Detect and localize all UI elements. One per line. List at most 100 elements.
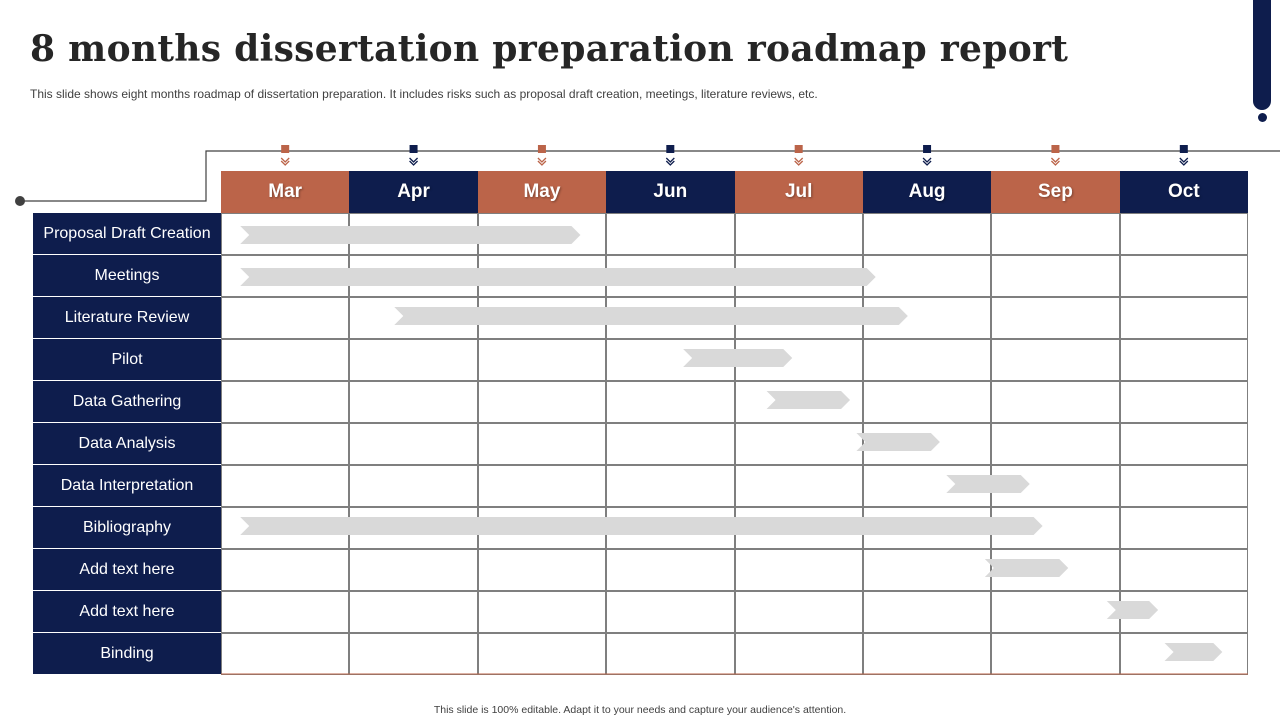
month-marker-chevron	[1179, 157, 1189, 163]
month-marker-chevron	[409, 160, 419, 166]
grid-cell	[862, 339, 992, 381]
month-marker-chevron	[1050, 160, 1060, 166]
month-marker-chevron	[665, 157, 675, 163]
month-marker	[666, 145, 675, 153]
grid-cell	[734, 465, 863, 507]
task-bar	[946, 475, 1030, 493]
grid-cell	[991, 633, 1120, 675]
month-marker-chevron	[537, 157, 547, 163]
grid-cell	[991, 423, 1120, 465]
grid-cell	[1119, 465, 1248, 507]
grid-cell	[991, 255, 1120, 297]
grid-cell	[606, 423, 735, 465]
month-marker-chevron	[537, 160, 547, 166]
month-header-mar: Mar	[221, 171, 350, 213]
grid-cell	[221, 549, 350, 591]
accent-dot	[1258, 113, 1267, 122]
grid-cell	[862, 633, 992, 675]
grid-cell	[221, 297, 350, 339]
task-label: Add text here	[33, 549, 221, 591]
grid-cell	[477, 339, 607, 381]
task-bar	[394, 307, 908, 325]
task-bar	[683, 349, 793, 367]
month-marker-chevron	[280, 157, 290, 163]
grid-cell	[1119, 549, 1248, 591]
task-label: Add text here	[33, 591, 221, 633]
grid-cell	[477, 381, 607, 423]
month-header-jun: Jun	[606, 171, 735, 213]
grid-cell	[477, 465, 607, 507]
month-marker	[537, 145, 546, 153]
month-marker-chevron	[280, 160, 290, 166]
timeline-start-dot	[15, 196, 25, 206]
task-label: Literature Review	[33, 297, 221, 339]
task-label: Pilot	[33, 339, 221, 381]
month-marker-chevron	[794, 157, 804, 163]
grid-cell	[1119, 423, 1248, 465]
grid-cell	[734, 633, 863, 675]
task-label: Data Analysis	[33, 423, 221, 465]
grid-cell	[221, 423, 350, 465]
grid-cell	[1119, 213, 1248, 255]
slide-subtitle: This slide shows eight months roadmap of…	[30, 87, 818, 101]
grid-cell	[991, 381, 1120, 423]
grid-cell	[862, 255, 992, 297]
grid-cell	[991, 591, 1120, 633]
grid-cell	[606, 213, 735, 255]
grid-cell	[734, 213, 863, 255]
grid-cell	[477, 633, 607, 675]
task-label: Data Interpretation	[33, 465, 221, 507]
grid-cell	[606, 381, 735, 423]
grid-cell	[1119, 339, 1248, 381]
month-marker-chevron	[794, 160, 804, 166]
grid-cell	[221, 591, 350, 633]
task-label: Data Gathering	[33, 381, 221, 423]
month-marker-chevron	[665, 160, 675, 166]
grid-cell	[349, 423, 478, 465]
month-header-may: May	[477, 171, 607, 213]
task-bar	[766, 391, 851, 409]
task-label: Bibliography	[33, 507, 221, 549]
grid-cell	[221, 465, 350, 507]
month-marker	[1179, 145, 1188, 153]
grid-cell	[349, 633, 478, 675]
grid-cell	[862, 213, 992, 255]
grid-cell	[606, 549, 735, 591]
month-marker	[1051, 145, 1060, 153]
task-label: Meetings	[33, 255, 221, 297]
grid-cell	[734, 591, 863, 633]
grid-cell	[221, 339, 350, 381]
grid-cell	[862, 591, 992, 633]
month-marker	[923, 145, 932, 153]
grid-cell	[734, 549, 863, 591]
task-bar	[240, 226, 581, 244]
grid-cell	[991, 297, 1120, 339]
grid-cell	[1119, 381, 1248, 423]
month-header-apr: Apr	[349, 171, 478, 213]
grid-cell	[349, 381, 478, 423]
grid-cell	[862, 381, 992, 423]
task-label: Proposal Draft Creation	[33, 213, 221, 255]
grid-cell	[991, 213, 1120, 255]
month-marker-chevron	[922, 157, 932, 163]
accent-bar	[1253, 0, 1271, 110]
grid-cell	[349, 339, 478, 381]
grid-cell	[734, 423, 863, 465]
month-header-aug: Aug	[862, 171, 992, 213]
grid-cell	[349, 465, 478, 507]
month-marker	[794, 145, 803, 153]
month-header-sep: Sep	[991, 171, 1120, 213]
month-marker	[281, 145, 290, 153]
grid-cell	[349, 549, 478, 591]
grid-cell	[477, 423, 607, 465]
grid-cell	[221, 381, 350, 423]
task-bar	[1164, 643, 1223, 661]
grid-cell	[1119, 255, 1248, 297]
task-bar	[240, 517, 1043, 535]
task-bar	[240, 268, 876, 286]
grid-cell	[477, 591, 607, 633]
slide-footer: This slide is 100% editable. Adapt it to…	[433, 704, 847, 716]
month-marker-chevron	[1050, 157, 1060, 163]
grid-cell	[1119, 297, 1248, 339]
